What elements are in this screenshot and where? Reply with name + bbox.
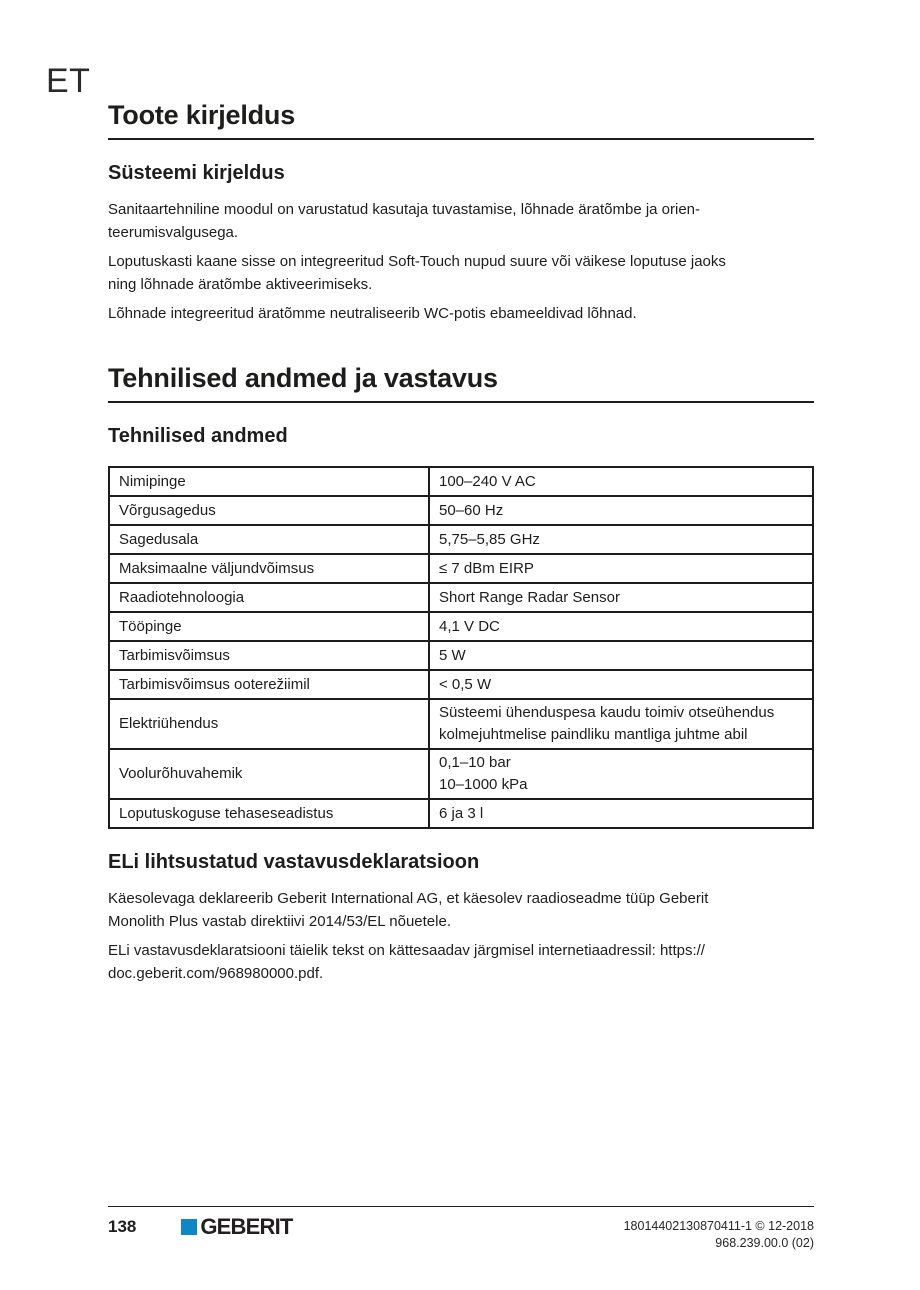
table-row: Loputuskoguse tehaseseadistus 6 ja 3 l	[108, 798, 814, 829]
system-paragraph: Loputuskasti kaane sisse on integreeritu…	[108, 253, 726, 293]
spec-label-cell: Tarbimisvõimsus ooterežiimil	[108, 669, 430, 700]
product-description-title: Toote kirjeldus	[108, 100, 814, 140]
spec-label-cell: Võrgusagedus	[108, 495, 430, 526]
spec-value-cell: ≤ 7 dBm EIRP	[428, 553, 814, 584]
technical-data-title: Tehnilised andmed ja vastavus	[108, 363, 814, 403]
document-reference-line: 968.239.00.0 (02)	[715, 1236, 814, 1250]
spec-value-cell: Short Range Radar Sensor	[428, 582, 814, 613]
document-references: 18014402130870411-1 © 12-2018 968.239.00…	[624, 1218, 814, 1252]
eu-declaration-paragraph: Käesolevaga deklareerib Geberit Internat…	[108, 890, 709, 930]
geberit-logo: GEBERIT	[181, 1214, 293, 1239]
page-content: Toote kirjeldus Süsteemi kirjeldus Sanit…	[108, 0, 814, 985]
spec-label-cell: Nimipinge	[108, 466, 430, 497]
geberit-logo-square-icon	[181, 1219, 198, 1235]
spec-value-cell: 6 ja 3 l	[428, 798, 814, 829]
system-paragraph: Lõhnade integreeritud äratõmme neutralis…	[108, 305, 637, 322]
table-row: Tarbimisvõimsus ooterežiimil < 0,5 W	[108, 669, 814, 700]
spec-value-cell: 0,1–10 bar 10–1000 kPa	[428, 748, 814, 800]
technical-data-heading: Tehnilised andmed	[108, 425, 288, 447]
table-row: Voolurõhuvahemik 0,1–10 bar 10–1000 kPa	[108, 748, 814, 800]
technical-data-table: Nimipinge 100–240 V AC Võrgusagedus 50–6…	[108, 466, 814, 829]
spec-value-cell: 50–60 Hz	[428, 495, 814, 526]
spec-label-cell: Voolurõhuvahemik	[108, 748, 430, 800]
spec-label-cell: Sagedusala	[108, 524, 430, 555]
spec-label-cell: Tarbimisvõimsus	[108, 640, 430, 671]
spec-label-cell: Maksimaalne väljundvõimsus	[108, 553, 430, 584]
table-row: Tööpinge 4,1 V DC	[108, 611, 814, 642]
table-row: Nimipinge 100–240 V AC	[108, 466, 814, 497]
table-row: Tarbimisvõimsus 5 W	[108, 640, 814, 671]
language-code: ET	[46, 62, 91, 100]
spec-value-cell: 100–240 V AC	[428, 466, 814, 497]
document-reference-line: 18014402130870411-1 © 12-2018	[623, 1219, 814, 1233]
eu-declaration-paragraph: ELi vastavusdeklaratsiooni täielik tekst…	[108, 942, 705, 982]
spec-value-cell: 4,1 V DC	[428, 611, 814, 642]
eu-declaration-heading: ELi lihtsustatud vastavusdeklaratsioon	[108, 851, 480, 873]
geberit-logo-text: GEBERIT	[200, 1214, 293, 1239]
page-footer: 138 GEBERIT 18014402130870411-1 © 12-201…	[108, 1206, 814, 1252]
table-row: Maksimaalne väljundvõimsus ≤ 7 dBm EIRP	[108, 553, 814, 584]
page-number: 138	[108, 1217, 137, 1236]
system-paragraph: Sanitaartehniline moodul on varustatud k…	[108, 201, 701, 241]
spec-label-cell: Elektriühendus	[108, 698, 430, 750]
spec-value-cell: < 0,5 W	[428, 669, 814, 700]
spec-label-cell: Loputuskoguse tehaseseadistus	[108, 798, 430, 829]
table-row: Võrgusagedus 50–60 Hz	[108, 495, 814, 526]
spec-value-cell: 5 W	[428, 640, 814, 671]
spec-value-cell: 5,75–5,85 GHz	[428, 524, 814, 555]
table-row: Elektriühendus Süsteemi ühenduspesa kaud…	[108, 698, 814, 750]
spec-label-cell: Raadiotehnoloogia	[108, 582, 430, 613]
table-row: Raadiotehnoloogia Short Range Radar Sens…	[108, 582, 814, 613]
system-description-heading: Süsteemi kirjeldus	[108, 162, 285, 184]
spec-label-cell: Tööpinge	[108, 611, 430, 642]
table-row: Sagedusala 5,75–5,85 GHz	[108, 524, 814, 555]
spec-value-cell: Süsteemi ühenduspesa kaudu toimiv otseüh…	[428, 698, 814, 750]
